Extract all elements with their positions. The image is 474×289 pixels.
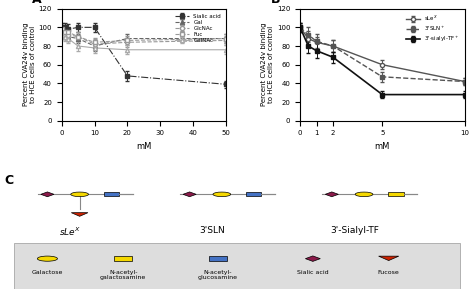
Bar bbox=[104, 192, 119, 196]
Text: 3'SLN: 3'SLN bbox=[200, 226, 225, 235]
Polygon shape bbox=[183, 192, 196, 197]
X-axis label: mM: mM bbox=[374, 142, 390, 151]
Polygon shape bbox=[305, 256, 320, 261]
Text: sLe$^X$: sLe$^X$ bbox=[59, 226, 81, 238]
Polygon shape bbox=[71, 213, 88, 216]
Text: 3'-Sialyl-TF: 3'-Sialyl-TF bbox=[330, 226, 379, 235]
Polygon shape bbox=[325, 192, 338, 197]
Text: Sialic acid: Sialic acid bbox=[297, 270, 328, 275]
X-axis label: mM: mM bbox=[136, 142, 152, 151]
Text: Galactose: Galactose bbox=[32, 270, 63, 275]
Circle shape bbox=[37, 256, 57, 261]
Polygon shape bbox=[41, 192, 54, 197]
Bar bbox=[114, 256, 132, 261]
Y-axis label: Percent CVA24v binding
to HCE cells of control: Percent CVA24v binding to HCE cells of c… bbox=[261, 23, 274, 106]
FancyBboxPatch shape bbox=[14, 243, 460, 289]
Text: N-acetyl-
glucosamine: N-acetyl- glucosamine bbox=[198, 270, 238, 280]
Bar bbox=[246, 192, 262, 196]
Legend: Sialic acid, Gal, GlcNAc, Fuc, GalNAc: Sialic acid, Gal, GlcNAc, Fuc, GalNAc bbox=[173, 12, 223, 45]
Text: A: A bbox=[32, 0, 42, 6]
Text: Fucose: Fucose bbox=[378, 270, 400, 275]
Legend: sLe$^X$, 3'SLN$^+$, 3'-sialyl-TF$^+$: sLe$^X$, 3'SLN$^+$, 3'-sialyl-TF$^+$ bbox=[404, 12, 462, 46]
Bar bbox=[388, 192, 403, 196]
Y-axis label: Percent CVA24v binding
to HCE cells of control: Percent CVA24v binding to HCE cells of c… bbox=[23, 23, 36, 106]
Text: C: C bbox=[5, 174, 14, 187]
Polygon shape bbox=[379, 256, 399, 261]
Circle shape bbox=[71, 192, 89, 197]
Circle shape bbox=[355, 192, 373, 197]
Text: B: B bbox=[271, 0, 280, 6]
Text: N-acetyl-
galactosamine: N-acetyl- galactosamine bbox=[100, 270, 146, 280]
Bar bbox=[209, 256, 227, 261]
Circle shape bbox=[213, 192, 231, 197]
